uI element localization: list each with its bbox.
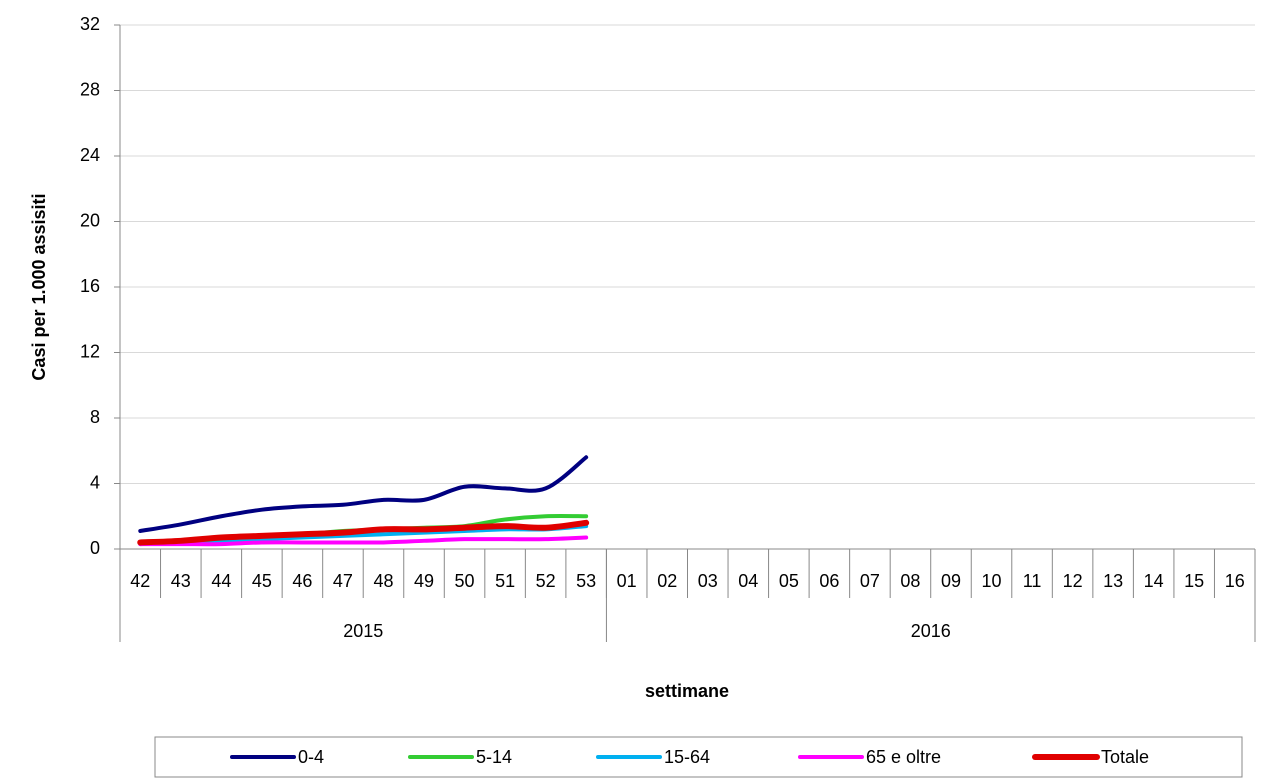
group-label: 2015 <box>343 621 383 641</box>
x-tick-label: 14 <box>1144 571 1164 591</box>
x-tick-label: 03 <box>698 571 718 591</box>
y-tick-label: 24 <box>80 145 100 165</box>
y-axis-title: Casi per 1.000 assisiti <box>29 193 49 380</box>
x-tick-label: 53 <box>576 571 596 591</box>
x-tick-label: 44 <box>211 571 231 591</box>
y-tick-label: 32 <box>80 14 100 34</box>
x-tick-label: 51 <box>495 571 515 591</box>
x-tick-label: 01 <box>617 571 637 591</box>
x-tick-label: 50 <box>455 571 475 591</box>
series-line <box>138 455 589 533</box>
y-tick-label: 12 <box>80 341 100 361</box>
x-tick-label: 47 <box>333 571 353 591</box>
x-tick-label: 43 <box>171 571 191 591</box>
x-tick-label: 07 <box>860 571 880 591</box>
legend-label: 0-4 <box>298 747 324 767</box>
x-tick-label: 11 <box>1023 571 1042 591</box>
x-tick-label: 42 <box>130 571 150 591</box>
x-tick-label: 05 <box>779 571 799 591</box>
series-line <box>138 524 589 547</box>
x-tick-label: 15 <box>1184 571 1204 591</box>
x-tick-label: 12 <box>1063 571 1083 591</box>
x-tick-label: 04 <box>738 571 758 591</box>
legend-label: Totale <box>1101 747 1149 767</box>
x-tick-label: 13 <box>1103 571 1123 591</box>
x-tick-label: 45 <box>252 571 272 591</box>
legend-label: 15-64 <box>664 747 710 767</box>
series-line <box>137 519 590 546</box>
y-tick-label: 8 <box>90 407 100 427</box>
x-tick-label: 10 <box>982 571 1002 591</box>
x-tick-label: 46 <box>292 571 312 591</box>
x-axis-title: settimane <box>645 681 729 701</box>
x-tick-label: 52 <box>536 571 556 591</box>
series-line <box>138 535 589 547</box>
x-tick-label: 48 <box>373 571 393 591</box>
x-tick-label: 02 <box>657 571 677 591</box>
x-tick-label: 09 <box>941 571 961 591</box>
group-label: 2016 <box>911 621 951 641</box>
y-tick-label: 4 <box>90 472 100 492</box>
x-tick-label: 49 <box>414 571 434 591</box>
legend-label: 5-14 <box>476 747 512 767</box>
x-tick-label: 16 <box>1225 571 1245 591</box>
y-tick-label: 28 <box>80 79 100 99</box>
y-tick-label: 16 <box>80 276 100 296</box>
x-tick-label: 08 <box>900 571 920 591</box>
y-tick-label: 0 <box>90 538 100 558</box>
y-tick-label: 20 <box>80 210 100 230</box>
legend-label: 65 e oltre <box>866 747 941 767</box>
x-tick-label: 06 <box>819 571 839 591</box>
